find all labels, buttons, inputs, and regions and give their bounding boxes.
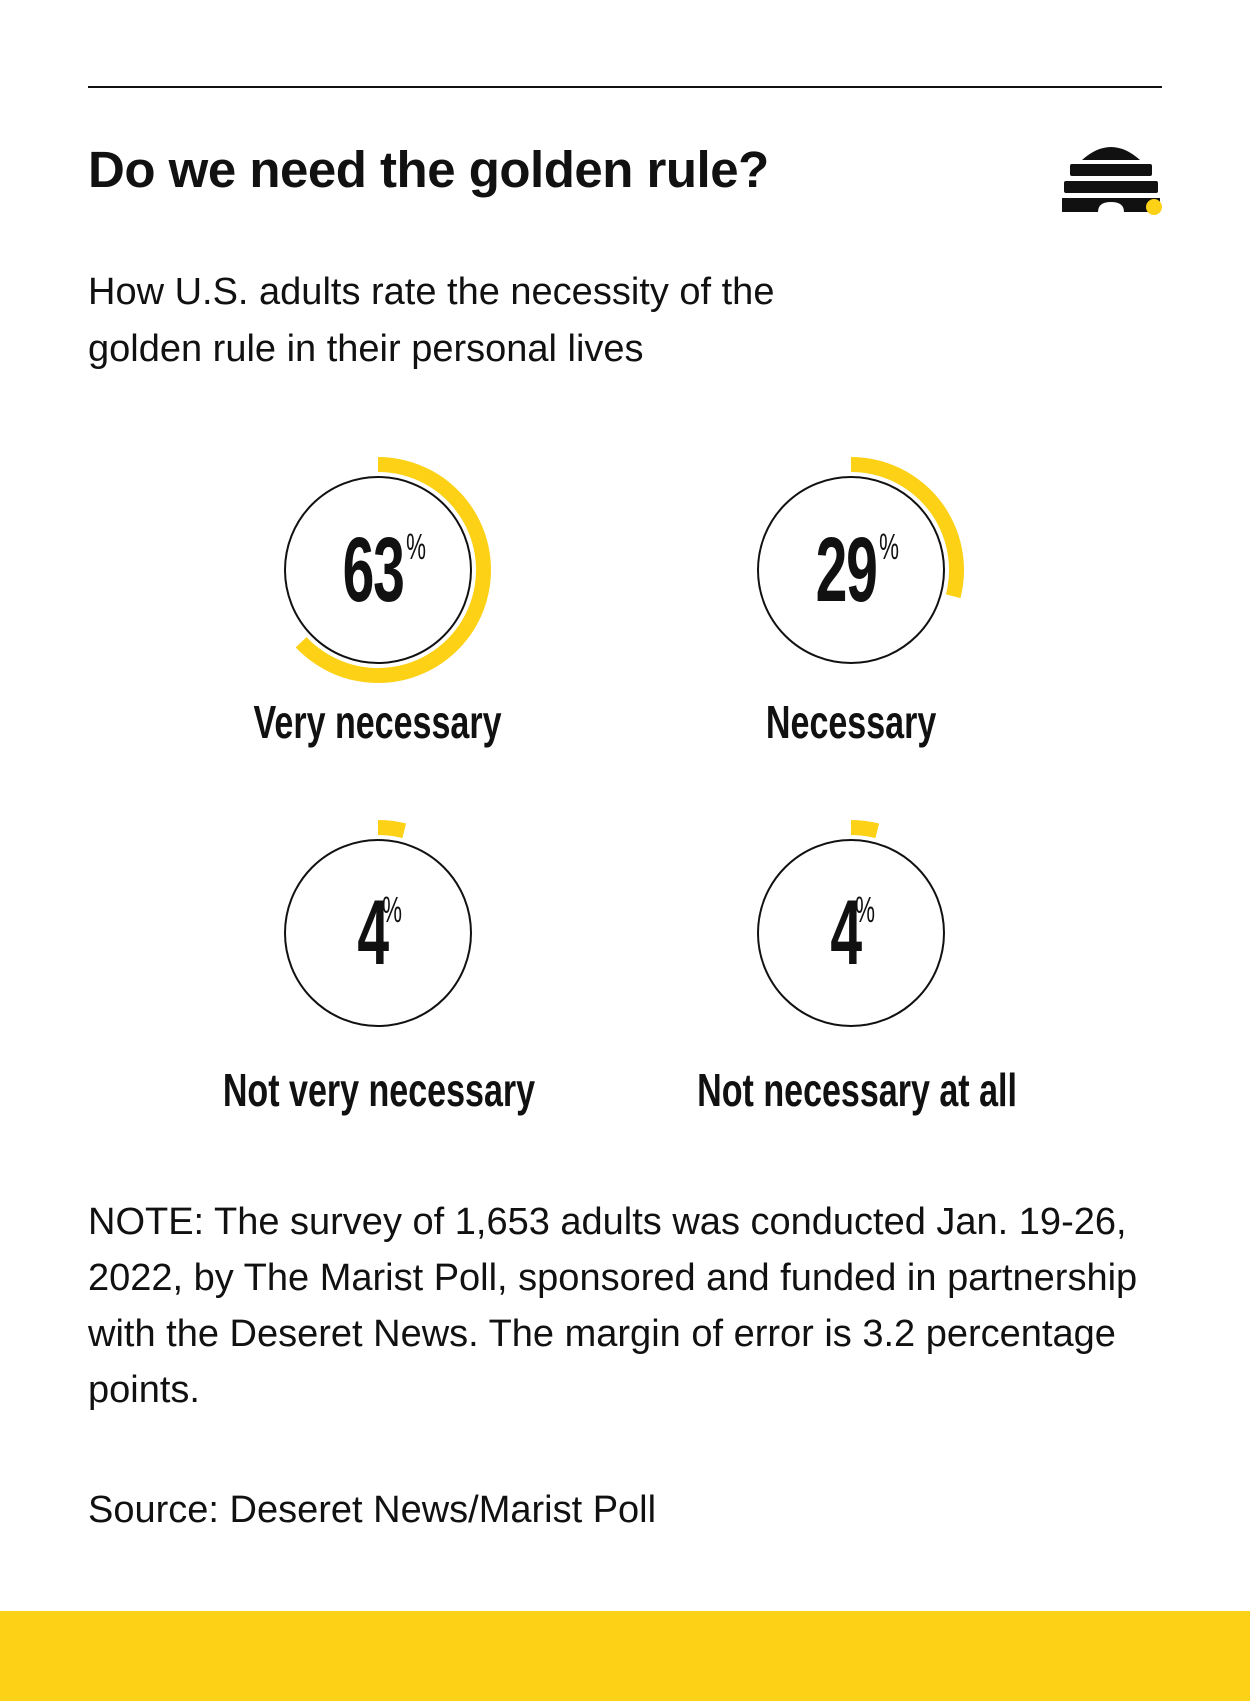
donut-label-very-necessary: Very necessary xyxy=(168,694,588,750)
survey-note: NOTE: The survey of 1,653 adults was con… xyxy=(88,1201,1138,1411)
beehive-icon xyxy=(1062,147,1162,215)
category-label: Necessary xyxy=(765,696,937,748)
donut-ring-necessary xyxy=(757,476,945,664)
donut-value-very-necessary: 63% xyxy=(258,515,498,625)
donut-arc-necessary xyxy=(851,457,964,599)
category-label: Not very necessary xyxy=(222,1064,536,1116)
value-number: 4 xyxy=(357,882,390,984)
donut-ring-not-very-necessary xyxy=(284,839,472,1027)
donut-ring-very-necessary xyxy=(284,476,472,664)
donut-arc-very-necessary xyxy=(295,457,491,683)
donut-label-not-necessary-at-all: Not necessary at all xyxy=(641,1062,1061,1118)
category-label: Not necessary at all xyxy=(697,1064,1017,1116)
donut-value-not-necessary-at-all: 4% xyxy=(731,878,971,988)
chart-subtitle: How U.S. adults rate the necessity of th… xyxy=(88,271,775,370)
value-number: 29 xyxy=(815,519,877,621)
donut-arc-not-very-necessary xyxy=(378,820,407,839)
bottom-accent-bar xyxy=(0,1611,1250,1701)
donut-ring-not-necessary-at-all xyxy=(757,839,945,1027)
chart-title: Do we need the golden rule? xyxy=(88,141,769,198)
value-number: 4 xyxy=(830,882,863,984)
percent-sign: % xyxy=(854,889,875,930)
percent-sign: % xyxy=(879,526,900,567)
donut-label-necessary: Necessary xyxy=(641,694,1061,750)
top-rule xyxy=(88,86,1162,88)
donut-value-necessary: 29% xyxy=(731,515,971,625)
donut-value-not-very-necessary: 4% xyxy=(258,878,498,988)
donut-arc-not-necessary-at-all xyxy=(851,820,880,839)
donut-label-not-very-necessary: Not very necessary xyxy=(168,1062,588,1118)
value-number: 63 xyxy=(342,519,404,621)
source-line: Source: Deseret News/Marist Poll xyxy=(88,1489,657,1531)
percent-sign: % xyxy=(406,526,427,567)
percent-sign: % xyxy=(381,889,402,930)
category-label: Very necessary xyxy=(254,696,502,748)
